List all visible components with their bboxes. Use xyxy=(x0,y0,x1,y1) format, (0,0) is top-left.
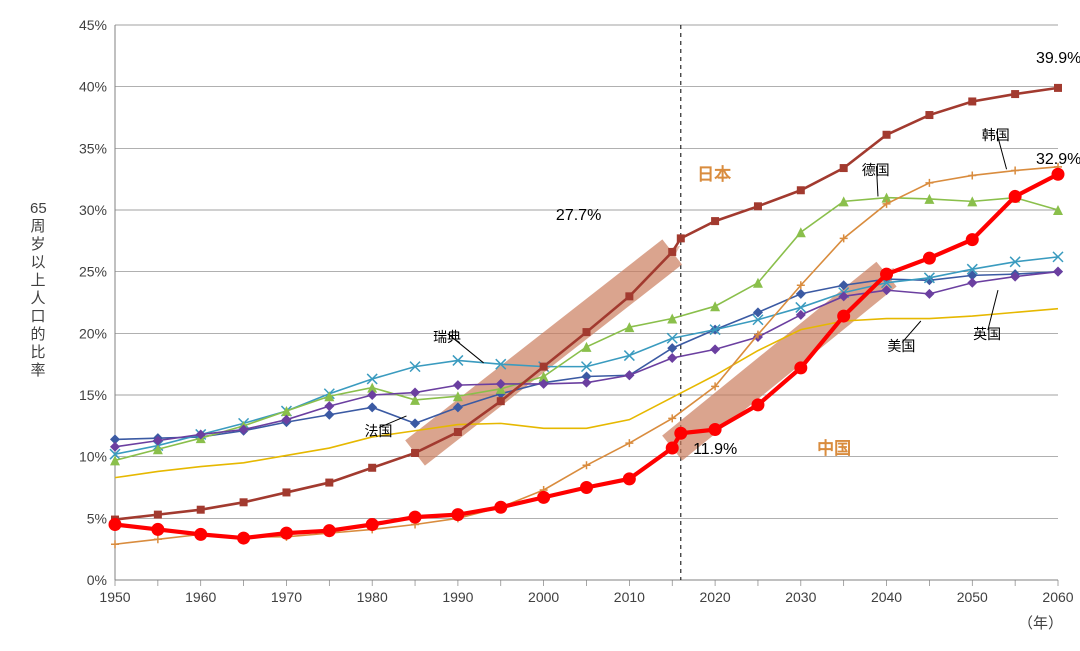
svg-text:2040: 2040 xyxy=(871,589,902,605)
japan-arrow xyxy=(415,252,672,453)
svg-text:35%: 35% xyxy=(79,140,107,156)
usa-label: 美国 xyxy=(887,336,915,356)
svg-text:1950: 1950 xyxy=(99,589,130,605)
svg-text:20%: 20% xyxy=(79,325,107,341)
svg-text:1980: 1980 xyxy=(357,589,388,605)
series-uk xyxy=(115,272,1058,447)
series-sweden xyxy=(115,257,1058,454)
series-france xyxy=(115,272,1058,440)
china-end-label: 32.9% xyxy=(1036,151,1080,169)
china-ref-label: 11.9% xyxy=(693,441,737,459)
svg-text:25%: 25% xyxy=(79,264,107,280)
svg-text:45%: 45% xyxy=(79,17,107,33)
germany-label: 德国 xyxy=(862,160,890,180)
x-axis-title: （年） xyxy=(1018,612,1063,633)
japan-label: 日本 xyxy=(697,160,731,185)
svg-text:1990: 1990 xyxy=(442,589,473,605)
svg-text:30%: 30% xyxy=(79,202,107,218)
china-label: 中国 xyxy=(817,434,851,459)
france-label: 法国 xyxy=(364,421,392,441)
china-arrow xyxy=(672,274,886,448)
japan-ref-label: 27.7% xyxy=(556,207,601,225)
aging-population-chart: 65周岁以上人口的比率 0%5%10%15%20%25%30%35%40%45%… xyxy=(0,0,1080,651)
svg-text:2010: 2010 xyxy=(614,589,645,605)
svg-text:0%: 0% xyxy=(87,572,107,588)
korea-label: 韩国 xyxy=(982,125,1010,145)
svg-text:10%: 10% xyxy=(79,449,107,465)
svg-text:1970: 1970 xyxy=(271,589,302,605)
svg-text:1960: 1960 xyxy=(185,589,216,605)
sweden-label: 瑞典 xyxy=(433,327,461,347)
svg-text:2060: 2060 xyxy=(1042,589,1073,605)
chart-svg: 0% 5% 10% 15% 20% 25% 30% 35% 40% 45% 1950 1960 1970… xyxy=(0,0,1080,651)
svg-text:5%: 5% xyxy=(87,510,107,526)
japan-end-label: 39.9% xyxy=(1036,50,1080,68)
svg-text:2030: 2030 xyxy=(785,589,816,605)
svg-text:2000: 2000 xyxy=(528,589,559,605)
svg-text:2020: 2020 xyxy=(700,589,731,605)
svg-text:2050: 2050 xyxy=(957,589,988,605)
svg-text:15%: 15% xyxy=(79,387,107,403)
uk-label: 英国 xyxy=(973,324,1001,344)
svg-text:40%: 40% xyxy=(79,79,107,95)
